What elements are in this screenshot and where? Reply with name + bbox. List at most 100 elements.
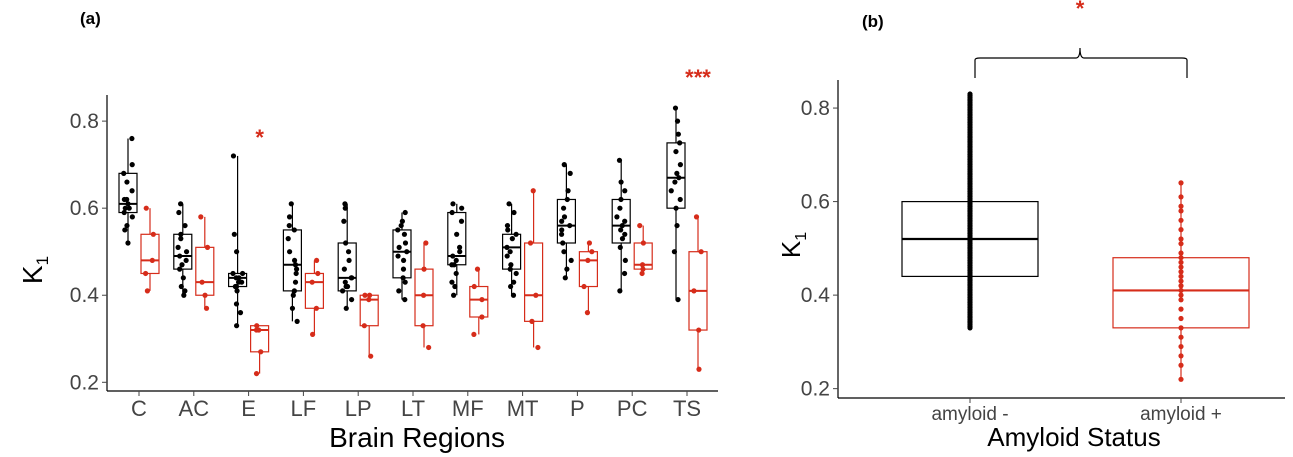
chart-a-point — [258, 349, 264, 355]
chart-a-box-neg — [392, 209, 412, 303]
chart-a-point — [471, 283, 477, 290]
chart-a-point — [198, 214, 204, 220]
chart-a-point — [509, 236, 515, 242]
chart-a-point — [230, 270, 236, 277]
chart-a-point — [121, 209, 127, 216]
chart-a-box — [469, 285, 489, 318]
chart-a-box-pos — [633, 222, 653, 277]
chart-b-x-tick-label: amyloid + — [1140, 404, 1222, 425]
chart-a-point — [234, 323, 240, 329]
chart-a-point — [294, 318, 300, 324]
chart-a-point — [129, 188, 135, 194]
chart-a-box-neg — [611, 157, 631, 294]
chart-a-point — [616, 157, 623, 163]
chart-a-point — [181, 292, 187, 298]
chart-a-point — [314, 257, 320, 264]
chart-a-significance-marker: * — [255, 125, 264, 150]
chart-a-point — [420, 292, 427, 298]
chart-a-point — [421, 266, 427, 272]
chart-b-box-pos — [1112, 180, 1250, 382]
chart-a-point — [674, 170, 680, 176]
chart-b: 0.2 0.4 0.6 0.8 amyloid - amyloid + * Amyloid … — [776, 0, 1285, 452]
chart-a-point — [479, 296, 485, 303]
chart-a-point — [677, 140, 683, 146]
chart-a-x-tick-label: C — [131, 396, 147, 421]
chart-a-point — [286, 214, 293, 220]
chart-b-point — [1178, 297, 1184, 303]
chart-a-point — [309, 331, 316, 338]
chart-a-point — [286, 222, 292, 229]
chart-a-point — [453, 270, 459, 277]
chart-a-point — [182, 222, 188, 229]
chart-a-marks — [118, 105, 708, 377]
chart-a-point — [458, 218, 465, 224]
chart-a-point — [618, 196, 624, 203]
chart-a-x-tick-label: P — [570, 396, 585, 421]
chart-a-point — [366, 292, 373, 298]
chart-a-point — [504, 222, 511, 229]
chart-a-point — [400, 257, 407, 264]
chart-a-ticks: 0.20.40.60.8C AC E LF LP LT MF MT P PC TS**** — [70, 65, 711, 421]
chart-b-marks — [901, 47, 1250, 382]
chart-a-point — [126, 205, 132, 211]
chart-a-x-tick-label: LF — [291, 396, 317, 421]
chart-a-point — [507, 266, 513, 272]
chart-a-point — [618, 227, 624, 233]
chart-a-point — [398, 222, 404, 229]
chart-a-point — [291, 257, 298, 264]
chart-a-point — [585, 257, 591, 264]
chart-a-point — [129, 162, 135, 168]
chart-a-point — [691, 288, 697, 294]
chart-a-point — [558, 231, 565, 237]
chart-b-point — [1178, 259, 1184, 265]
chart-a-point — [395, 253, 401, 259]
chart-a-point — [511, 209, 517, 216]
chart-b-point — [1178, 315, 1184, 322]
chart-a-point — [285, 236, 291, 242]
chart-b-significance-marker: * — [1076, 0, 1085, 21]
chart-a-point — [622, 231, 628, 237]
chart-a-box — [140, 233, 160, 275]
chart-a-point — [504, 244, 510, 250]
chart-a-point — [559, 227, 565, 233]
chart-a-point — [309, 279, 315, 285]
chart-b-point — [1178, 194, 1184, 200]
chart-a-x-tick-label: MT — [507, 396, 539, 421]
chart-a-y-tick-label: 0.4 — [70, 284, 100, 307]
chart-a-point — [178, 236, 184, 242]
chart-a-point — [696, 366, 702, 372]
chart-a-y-tick-label: 0.8 — [70, 110, 99, 133]
chart-a-point — [234, 249, 240, 255]
chart-a-point — [451, 292, 457, 298]
chart-a-box — [523, 242, 544, 322]
chart-a-point — [203, 305, 210, 311]
chart-b-point — [1178, 362, 1184, 368]
chart-a-box-neg — [666, 105, 686, 303]
chart-a-point — [529, 318, 535, 324]
chart-a-x-tick-label: TS — [673, 396, 701, 421]
chart-a-point — [508, 262, 514, 268]
chart-a-y-tick-label: 0.6 — [70, 197, 99, 220]
chart-b-point — [1178, 287, 1184, 294]
chart-a-point — [342, 279, 348, 285]
chart-a-point — [399, 218, 405, 224]
chart-a-x-axis-title: Brain Regions — [329, 422, 505, 453]
chart-a-y-axis-title: K1 — [17, 256, 52, 284]
chart-a-point — [182, 288, 188, 294]
chart-a-point — [696, 327, 702, 333]
chart-a-point — [150, 231, 156, 237]
chart-a-point — [400, 266, 407, 272]
chart-a-point — [617, 205, 623, 211]
panel-b-label: (b) — [862, 12, 884, 31]
chart-a-point — [341, 218, 347, 224]
chart-a-point — [584, 310, 591, 316]
chart-a-point — [562, 275, 568, 281]
chart-a-point — [124, 222, 130, 229]
chart-b-point — [1178, 343, 1184, 350]
chart-a-point — [673, 148, 679, 155]
chart-a-point — [179, 262, 185, 268]
chart-a-point — [313, 305, 319, 311]
chart-a-box-pos — [140, 205, 160, 294]
chart-b-point — [1178, 353, 1184, 359]
